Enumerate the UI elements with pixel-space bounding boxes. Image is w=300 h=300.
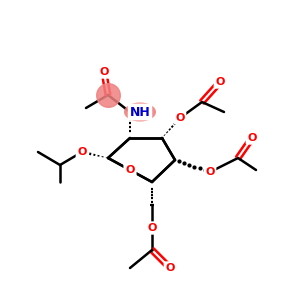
Text: O: O	[77, 147, 87, 157]
Text: O: O	[99, 67, 109, 77]
Text: NH: NH	[130, 106, 150, 118]
Text: O: O	[125, 165, 135, 175]
Text: O: O	[247, 133, 257, 143]
Ellipse shape	[124, 103, 156, 122]
Text: O: O	[205, 167, 215, 177]
Text: O: O	[125, 165, 135, 175]
Text: O: O	[175, 113, 185, 123]
Text: O: O	[215, 77, 225, 87]
Text: O: O	[165, 263, 175, 273]
Text: O: O	[147, 223, 157, 233]
